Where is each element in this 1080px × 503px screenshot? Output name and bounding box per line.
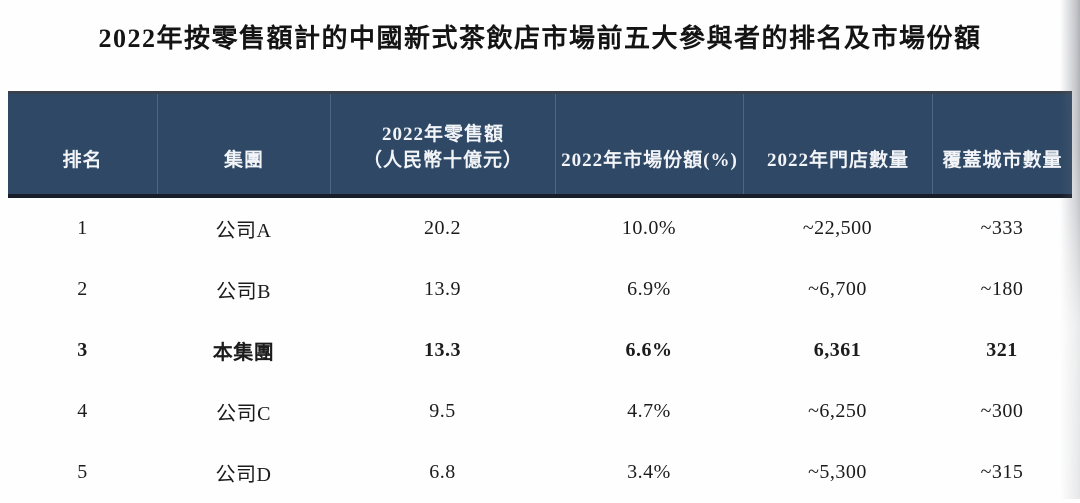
table-row: 4 公司C 9.5 4.7% ~6,250 ~300 <box>8 381 1072 442</box>
table-row: 2 公司B 13.9 6.9% ~6,700 ~180 <box>8 259 1072 320</box>
table-body: 1 公司A 20.2 10.0% ~22,500 ~333 2 公司B 13.9… <box>8 198 1072 503</box>
cell-retail-sales: 6.8 <box>429 461 456 483</box>
column-header-market-share: 2022年市場份額(%) <box>555 94 743 194</box>
cell-store-count: ~5,300 <box>808 461 867 483</box>
cell-cities-covered: ~315 <box>980 461 1024 483</box>
column-header-label: 2022年市場份額(%) <box>561 149 738 171</box>
table-row-the-group: 3 本集團 13.3 6.6% 6,361 321 <box>8 320 1072 381</box>
column-header-store-count: 2022年門店數量 <box>743 94 932 194</box>
column-header-label: 2022年門店數量 <box>766 149 909 171</box>
cell-group: 公司B <box>216 281 271 303</box>
cell-rank: 4 <box>77 400 88 422</box>
cell-cities-covered: 321 <box>986 339 1018 361</box>
column-header-label: 2022年零售額 <box>381 123 504 145</box>
cell-group: 公司A <box>215 220 272 242</box>
cell-cities-covered: ~333 <box>980 217 1024 239</box>
cell-rank: 3 <box>77 339 88 361</box>
cell-store-count: 6,361 <box>813 339 862 361</box>
cell-group: 公司D <box>215 464 272 486</box>
cell-retail-sales: 9.5 <box>429 400 456 422</box>
cell-rank: 5 <box>77 461 88 483</box>
column-header-group: 集團 <box>157 94 330 194</box>
cell-market-share: 4.7% <box>627 400 671 422</box>
cell-retail-sales: 13.9 <box>424 278 461 300</box>
table-header-row: 排名 集團 2022年零售額 （人民幣十億元） 2022年市場份額(%) 202… <box>8 91 1072 198</box>
cell-store-count: ~6,250 <box>808 400 867 422</box>
cell-rank: 1 <box>77 217 88 239</box>
cell-market-share: 6.6% <box>625 339 673 361</box>
cell-rank: 2 <box>77 278 88 300</box>
cell-cities-covered: ~180 <box>980 278 1024 300</box>
column-header-cities-covered: 覆蓋城市數量 <box>932 94 1072 194</box>
cell-cities-covered: ~300 <box>980 400 1024 422</box>
cell-store-count: ~22,500 <box>802 217 873 239</box>
table-row: 1 公司A 20.2 10.0% ~22,500 ~333 <box>8 198 1072 259</box>
column-header-label: 覆蓋城市數量 <box>942 149 1063 171</box>
cell-market-share: 10.0% <box>621 217 677 239</box>
cell-market-share: 3.4% <box>627 461 671 483</box>
cell-market-share: 6.9% <box>627 278 671 300</box>
cell-store-count: ~6,700 <box>808 278 867 300</box>
page-title: 2022年按零售額計的中國新式茶飲店市場前五大參與者的排名及市場份額 <box>98 24 982 53</box>
cell-group: 本集團 <box>212 342 275 364</box>
column-header-rank: 排名 <box>8 94 157 194</box>
cell-retail-sales: 13.3 <box>424 339 461 361</box>
table-row: 5 公司D 6.8 3.4% ~5,300 ~315 <box>8 442 1072 503</box>
column-header-retail-sales: 2022年零售額 （人民幣十億元） <box>330 94 555 194</box>
cell-retail-sales: 20.2 <box>424 217 461 239</box>
column-header-sublabel: （人民幣十億元） <box>362 149 523 171</box>
column-header-label: 集團 <box>223 149 264 171</box>
cell-group: 公司C <box>216 403 271 425</box>
column-header-label: 排名 <box>62 149 103 171</box>
